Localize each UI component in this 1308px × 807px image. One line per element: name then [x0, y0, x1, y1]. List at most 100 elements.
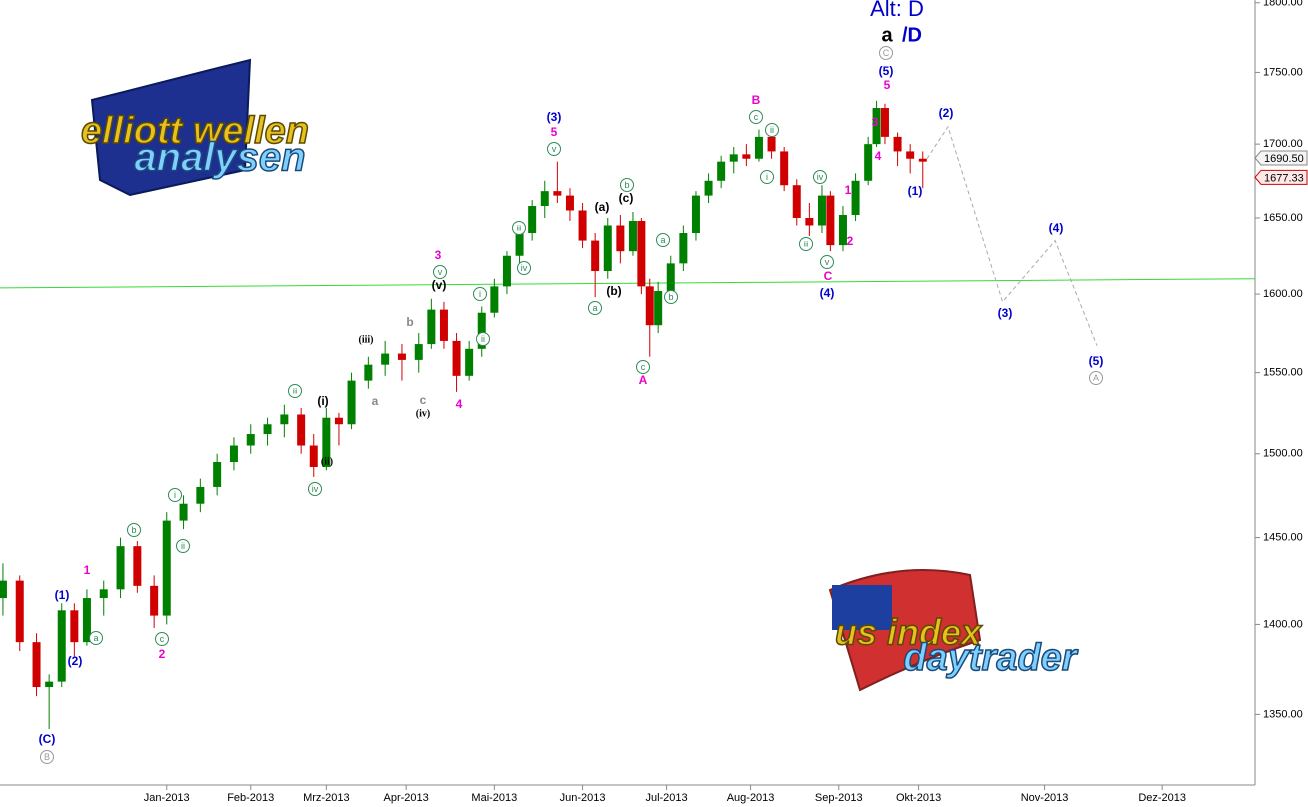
candle-body: [309, 445, 318, 467]
wave-label: iii: [517, 225, 522, 232]
wave-label: a: [881, 24, 893, 46]
y-tick-label: 1550.00: [1263, 367, 1303, 379]
wave-label: b: [624, 180, 629, 190]
wave-circle: [127, 523, 141, 537]
candle-body: [297, 414, 306, 446]
y-tick-label: 1400.00: [1263, 618, 1303, 630]
price-tag-label: 1677.33: [1264, 172, 1304, 184]
wave-label: 1: [845, 183, 852, 197]
candle-body: [179, 503, 188, 521]
chart-title: Alt: D: [870, 0, 924, 21]
wave-circle: [749, 110, 763, 124]
wave-circle: [636, 360, 650, 374]
candle-body: [780, 151, 789, 186]
x-tick-label: Nov-2013: [1021, 792, 1069, 804]
y-tick-label: 1450.00: [1263, 532, 1303, 544]
logo-text: daytrader: [903, 637, 1078, 679]
wave-circle: [517, 261, 531, 275]
candle-body: [116, 546, 125, 590]
wave-label: iv: [817, 172, 824, 182]
wave-circle: [664, 290, 678, 304]
x-tick-label: Apr-2013: [384, 792, 429, 804]
wave-circle: [620, 178, 634, 192]
candle-body: [502, 255, 511, 287]
candle-body: [334, 417, 343, 425]
candle-body: [0, 580, 7, 599]
candle-body: [872, 108, 881, 145]
wave-label: b: [668, 292, 673, 302]
wave-circle: [656, 233, 670, 247]
wave-label: (3): [547, 110, 562, 124]
wave-circle: [879, 46, 893, 60]
wave-circle: [799, 237, 813, 251]
x-tick-label: Aug-2013: [727, 792, 775, 804]
wave-label: i: [174, 490, 176, 500]
wave-circle: [765, 123, 779, 137]
wave-circle: [155, 632, 169, 646]
wave-circle: [288, 384, 302, 398]
candle-body: [754, 136, 763, 159]
candle-body: [591, 240, 600, 272]
wave-label: (iii): [359, 334, 374, 345]
candle-body: [439, 309, 448, 341]
wave-label: (v): [432, 278, 447, 292]
candle-body: [817, 195, 826, 226]
logo-text: elliott wellen: [81, 110, 309, 152]
wave-circle: [820, 255, 834, 269]
candle-body: [32, 642, 41, 688]
wave-circle: [308, 482, 322, 496]
wave-label: (b): [606, 284, 621, 298]
logo-flag: [90, 58, 252, 197]
wave-circle: [89, 631, 103, 645]
candle-body: [229, 445, 238, 463]
logo-elliott: elliott wellen analysen: [80, 58, 310, 197]
candle-body: [322, 417, 331, 467]
wave-label: (i): [317, 394, 328, 408]
wave-label: c: [160, 634, 165, 644]
wave-circle: [168, 488, 182, 502]
candle-body: [864, 144, 873, 181]
candle-body: [99, 589, 108, 599]
wave-circle: [1089, 371, 1103, 385]
x-tick-label: Mrz-2013: [303, 792, 349, 804]
candle-body: [565, 195, 574, 211]
wave-label: a: [93, 633, 98, 643]
candle-body: [851, 180, 860, 215]
wave-label: i: [766, 172, 768, 182]
trendline: [0, 278, 1256, 289]
wave-label: (5): [1089, 354, 1104, 368]
y-tick-label: 1800.00: [1263, 0, 1303, 9]
candle-body: [150, 585, 159, 616]
candle-body: [82, 598, 91, 643]
candle-body: [628, 220, 637, 252]
wave-label: (5): [879, 64, 894, 78]
candle-body: [452, 340, 461, 376]
candle-body: [515, 233, 524, 256]
y-tick-label: 1650.00: [1263, 212, 1303, 224]
x-tick-label: Jul-2013: [645, 792, 687, 804]
wave-label: (a): [595, 200, 610, 214]
price-tag: [1254, 150, 1308, 166]
candle-body: [477, 312, 486, 349]
candle-body: [280, 414, 289, 425]
wave-label: (2): [68, 654, 83, 668]
wave-label: ii: [770, 125, 774, 135]
candle-body: [918, 158, 927, 162]
wave-label: (ii): [321, 456, 333, 467]
x-tick-label: Jun-2013: [560, 792, 606, 804]
candle-body: [347, 380, 356, 425]
wave-label: B: [44, 752, 50, 762]
wave-label: A: [639, 373, 648, 387]
candle-body: [553, 191, 562, 196]
price-tag: [1254, 169, 1308, 185]
candle-body: [427, 309, 436, 345]
candle-body: [654, 291, 663, 326]
candle-body: [381, 353, 390, 365]
wave-label: b: [131, 525, 136, 535]
candle-body: [263, 424, 272, 435]
candle-body: [880, 108, 889, 137]
wave-label: v: [438, 267, 443, 277]
wave-circle: [813, 170, 827, 184]
wave-label: (1): [55, 588, 70, 602]
candle-body: [838, 214, 847, 246]
